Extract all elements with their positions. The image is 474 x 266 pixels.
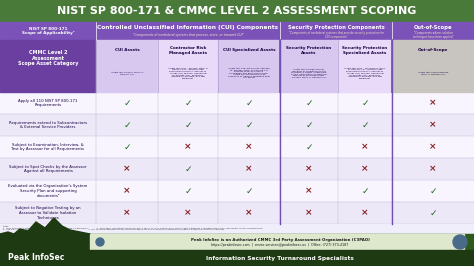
Text: Requirements extend to Subcontractors
& External Service Providers: Requirements extend to Subcontractors & … [9,121,87,129]
Text: Subject to Examination, Interview, &
Test by Assessor for all Requirements: Subject to Examination, Interview, & Tes… [11,143,84,151]
Text: CUI Specialized Assets: CUI Specialized Assets [223,48,275,52]
Bar [0,234,474,266]
Bar [0,114,474,136]
Text: ✓: ✓ [245,120,253,130]
Text: ✓: ✓ [123,98,131,107]
Text: ✓: ✓ [305,98,313,107]
Text: Out-of-Scope: Out-of-Scope [418,48,448,52]
Text: ✓: ✓ [123,143,131,152]
Text: ✓: ✓ [361,186,369,196]
Text: Security Protection
Specialized Assets: Security Protection Specialized Assets [342,46,388,55]
Circle shape [453,235,467,249]
Bar [90,234,464,249]
Bar [90,250,474,266]
Bar [0,180,474,202]
Bar [0,136,474,158]
Text: ×: × [429,98,437,107]
Text: ✓: ✓ [361,120,369,130]
Text: ✓: ✓ [184,98,192,107]
Bar [0,224,474,234]
Polygon shape [0,218,90,266]
Bar [90,234,474,250]
Text: ✓: ✓ [429,186,437,196]
Text: https://peakinfosec.com  |  cmmc.services@peakinfosec.us  |  Office: (727) 373-4: https://peakinfosec.com | cmmc.services@… [211,243,349,247]
Text: Evaluated via the Organization's System
Security Plan and supporting
documents²: Evaluated via the Organization's System … [9,184,88,198]
Text: Assets that provide security
functions or capabilities to the
contractor's CMMC : Assets that provide security functions o… [291,69,327,78]
Text: Peak InfoSec: Peak InfoSec [8,252,64,261]
Text: Notes:
1.  NIST SP 800-171 establishes the Scope of Applicability in Para 1.3 an: Notes: 1. NIST SP 800-171 establishes th… [3,226,263,230]
Bar [0,202,474,224]
Text: ×: × [361,209,369,218]
Text: Controlled Unclassified Information (CUI) Components: Controlled Unclassified Information (CUI… [98,24,279,30]
Text: ✓: ✓ [184,120,192,130]
Text: ×: × [245,209,253,218]
Bar [158,40,218,92]
Text: Out-of-Scope: Out-of-Scope [414,24,452,30]
Bar [218,40,280,92]
Text: ×: × [361,143,369,152]
Text: ×: × [245,164,253,173]
Text: Subject to Spot Checks by the Assessor
Against all Requirements: Subject to Spot Checks by the Assessor A… [9,165,87,173]
Text: ×: × [245,143,253,152]
Text: ✓: ✓ [429,209,437,218]
Text: "Components where isolation
techniques have been applied": "Components where isolation techniques h… [413,31,453,39]
Bar [0,40,96,92]
Text: ×: × [429,164,437,173]
Text: ×: × [429,120,437,130]
Text: ✓: ✓ [245,98,253,107]
Bar [392,40,474,92]
Text: CUI Assets: CUI Assets [115,48,139,52]
Text: ✓: ✓ [305,120,313,130]
Text: NIST SP 800-171
Scope of Applicability¹: NIST SP 800-171 Scope of Applicability¹ [22,27,74,35]
Text: Apply all 110 NIST SP 800-171
Requirements: Apply all 110 NIST SP 800-171 Requiremen… [18,99,78,107]
Text: ×: × [429,143,437,152]
Text: Security Protection
Assets: Security Protection Assets [286,46,332,55]
Text: Assets that process, store, or
transmit CUI: Assets that process, store, or transmit … [111,72,143,75]
Bar [96,40,158,92]
Text: ×: × [184,209,192,218]
Text: "Components of nonfederal systems that process, store, or transmit CUI": "Components of nonfederal systems that p… [133,33,244,37]
Text: ×: × [361,164,369,173]
Bar [0,158,474,180]
Text: Assets that cannot process,
store, or transmit CUI: Assets that cannot process, store, or tr… [418,72,448,75]
Text: CMMC Level 2
Assessment
Scope Asset Category: CMMC Level 2 Assessment Scope Asset Cate… [18,50,78,66]
Text: ×: × [123,209,131,218]
Text: Peak InfoSec is an Authorized CMMC 3rd Party Assessment Organization (C3PAO): Peak InfoSec is an Authorized CMMC 3rd P… [191,238,369,242]
Text: NIST SP 800-171 & CMMC LEVEL 2 ASSESSMENT SCOPING: NIST SP 800-171 & CMMC LEVEL 2 ASSESSMEN… [57,6,417,16]
Text: Information Security Turnaround Specialists: Information Security Turnaround Speciali… [206,256,354,261]
Bar [280,40,338,92]
Circle shape [96,238,104,246]
Text: ✓: ✓ [184,164,192,173]
Text: ×: × [305,164,313,173]
Text: ✓: ✓ [184,186,192,196]
Text: Security Protection Components: Security Protection Components [288,24,384,30]
Text: ×: × [123,164,131,173]
Text: ×: × [123,186,131,196]
Text: Contractor Risk
Managed Assets: Contractor Risk Managed Assets [169,46,207,55]
Text: ✓: ✓ [361,98,369,107]
Text: Assets that may... process, store, or
transmit CUI. Assets include
government pr: Assets that may... process, store, or tr… [168,68,208,79]
Text: ✓: ✓ [305,143,313,152]
Text: Assets that can, but are not intended
to, process, store, or transmit CUI
becaus: Assets that can, but are not intended to… [228,68,270,78]
Text: ✓: ✓ [123,120,131,130]
Text: ×: × [305,186,313,196]
Text: "Components of nonfederal systems that provide security protection for
CUI compo: "Components of nonfederal systems that p… [289,31,383,39]
Text: ✓: ✓ [245,186,253,196]
Text: ×: × [305,209,313,218]
Bar [0,0,474,22]
Bar [338,40,392,92]
Text: Subject to Negative Testing by an
Assessor to Validate Isolation
Techniques: Subject to Negative Testing by an Assess… [15,206,81,220]
Text: ×: × [184,143,192,152]
Bar [0,92,474,114]
Bar [0,22,474,40]
Text: Assets that may... not process, store,
or transmit CUI. Assets include
governmen: Assets that may... not process, store, o… [344,68,386,79]
